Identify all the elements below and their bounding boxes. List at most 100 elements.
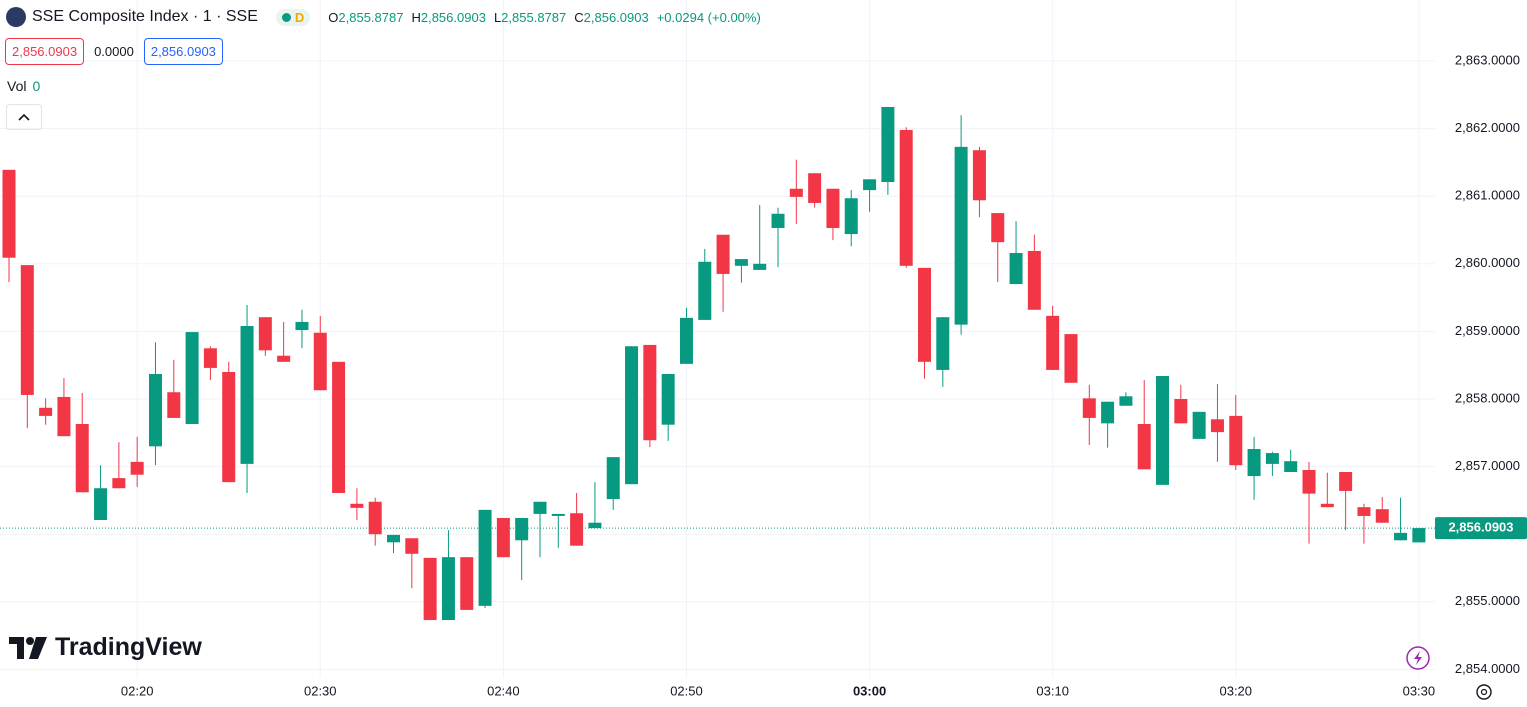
grid: [0, 0, 1435, 678]
candle-body: [698, 261, 712, 320]
status[interactable]: D: [275, 8, 311, 26]
candle-body: [478, 509, 492, 606]
candle-body: [185, 332, 199, 425]
candle-body: [972, 150, 986, 201]
candle-body: [1357, 507, 1371, 516]
candle-body: [899, 129, 913, 266]
candle-body: [826, 188, 840, 228]
logo-mark: [9, 636, 47, 659]
quote-row: 2,856.0903 0.0000 2,856.0903: [5, 38, 223, 65]
x-tick-label: 02:30: [304, 683, 337, 698]
candle-body: [240, 325, 254, 464]
symbol-title[interactable]: SSE Composite Index · 1 · SSE: [32, 8, 258, 25]
candle-body: [551, 513, 565, 516]
ohlc-item: O2,855.8787: [328, 10, 403, 25]
delay-badge: D: [294, 9, 305, 25]
candle-body: [679, 317, 693, 364]
candle-body: [2, 169, 16, 258]
market-dot: [281, 12, 291, 22]
price-tag-label: 2,856.0903: [1448, 520, 1513, 535]
candle-body: [515, 517, 529, 541]
y-tick-label: 2,859.0000: [1455, 323, 1520, 338]
ohlc-value: 2,855.8787: [501, 9, 567, 25]
candle-body: [460, 557, 474, 610]
candle-body: [1137, 424, 1151, 470]
candle-body: [295, 321, 309, 331]
settings-dot: [1480, 688, 1488, 696]
candle-body: [405, 538, 419, 554]
bid[interactable]: 2,856.0903: [5, 38, 85, 65]
candle-body: [112, 478, 126, 489]
candle-body: [1320, 503, 1334, 508]
candle-body: [1210, 419, 1224, 433]
candle-body: [277, 355, 291, 362]
candle-body: [753, 263, 767, 270]
x-tick-label: 03:10: [1036, 683, 1069, 698]
collapse-button[interactable]: [6, 104, 42, 130]
candle-body: [1339, 472, 1353, 491]
volume-value: 0: [32, 78, 41, 94]
candle-body: [1412, 528, 1426, 543]
ohlc-item: C2,856.0903: [574, 10, 648, 25]
price-tag: [1435, 517, 1527, 540]
candle-body: [75, 424, 89, 493]
candle-body: [1375, 509, 1389, 523]
candle-body: [222, 371, 236, 483]
ohlc-value: 2,855.8787: [338, 9, 404, 25]
candle-body: [771, 213, 785, 228]
candle-body: [844, 198, 858, 235]
candle-body: [332, 361, 346, 493]
ohlc-label: L: [493, 9, 502, 25]
ohlc-item: L2,855.8787: [494, 10, 566, 25]
candle-body: [1394, 532, 1408, 541]
candle-body: [1119, 396, 1133, 406]
candle-body: [1192, 411, 1206, 439]
candle-body: [1101, 401, 1115, 424]
lightning-icon: [1414, 651, 1422, 665]
symbol-icon: [6, 7, 26, 27]
candle-body: [57, 396, 71, 437]
candle-body: [954, 146, 968, 325]
y-tick-label: 2,860.0000: [1455, 255, 1520, 270]
ask[interactable]: 2,856.0903: [143, 38, 223, 65]
candle-body: [387, 534, 401, 543]
candle-body: [936, 317, 950, 370]
x-tick-label: 02:40: [487, 683, 520, 698]
volume-legend: Vol 0: [7, 78, 40, 94]
candle-body: [313, 332, 327, 391]
ohlc-value: 2,856.0903: [583, 9, 649, 25]
change: +0.0294 (+0.00%): [656, 9, 761, 25]
candle-body: [716, 234, 730, 274]
candle-body: [1247, 449, 1261, 477]
candle-body: [881, 106, 895, 183]
candle-body: [1229, 415, 1243, 466]
candle-body: [1082, 398, 1096, 418]
ohlc-item: H2,856.0903: [411, 10, 485, 25]
header: SSE Composite Index · 1 · SSE D O2,855.8…: [6, 6, 761, 28]
x-tick-label: 03:00: [853, 683, 886, 698]
ohlc-label: H: [411, 9, 421, 25]
lightning-button: [1406, 646, 1430, 670]
ohlc-value: 2,856.0903: [420, 9, 486, 25]
y-tick-label: 2,862.0000: [1455, 120, 1520, 135]
candle-body: [441, 557, 455, 621]
candle-body: [625, 346, 639, 485]
x-tick-label: 03:20: [1219, 683, 1252, 698]
candle-body: [350, 503, 364, 508]
candle-body: [368, 501, 382, 535]
candle-body: [1064, 334, 1078, 383]
brand-logo[interactable]: TradingView: [9, 633, 202, 662]
candle-body: [1284, 461, 1298, 473]
candle-body: [39, 407, 53, 416]
candle-body: [643, 344, 657, 441]
candle-body: [918, 267, 931, 362]
ohlc-label: C: [574, 9, 584, 25]
candle-body: [1009, 252, 1023, 285]
volume-label: Vol: [7, 78, 27, 94]
candle-body: [789, 188, 803, 197]
candle-body: [1302, 469, 1316, 494]
candle-body: [258, 317, 272, 351]
candle-body: [570, 513, 584, 546]
